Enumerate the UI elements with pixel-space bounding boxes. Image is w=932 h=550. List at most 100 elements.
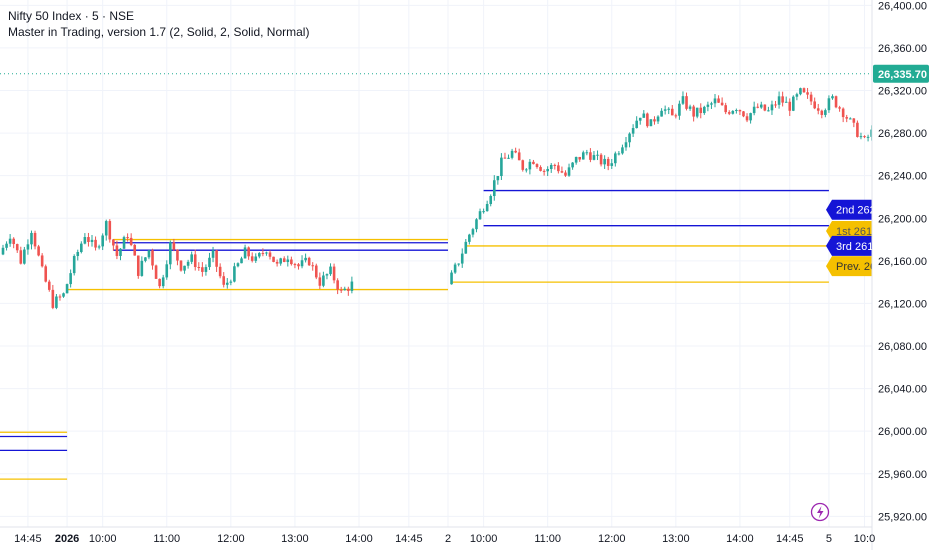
candle-body [578, 156, 582, 160]
candle-body [133, 244, 137, 256]
candle-body [311, 265, 315, 267]
candle-body [307, 257, 311, 266]
candle-body [670, 108, 674, 116]
candle-body [824, 110, 827, 115]
candle-body [222, 276, 226, 285]
candle-body [560, 171, 564, 173]
lightning-icon[interactable] [810, 502, 830, 522]
candle-body [628, 133, 631, 143]
candle-body [820, 110, 824, 115]
last-price-label: 26,335.70 [878, 69, 927, 81]
time-tick-label: 14:45 [776, 533, 804, 545]
candle-body [104, 221, 108, 236]
candle-body [763, 104, 767, 111]
time-tick-label: 5 [826, 533, 832, 545]
candle-body [26, 244, 30, 250]
level-label: 1st 2617 [836, 226, 878, 238]
candle-body [496, 176, 500, 181]
candle-body [304, 257, 307, 261]
candle-body [58, 296, 62, 298]
candle-body [489, 196, 493, 205]
candle-body [589, 152, 592, 160]
candle-body [752, 106, 756, 114]
candle-body [681, 96, 685, 104]
candle-body [856, 122, 859, 137]
candle-body [129, 237, 133, 245]
candle-body [119, 248, 122, 256]
candle-body [332, 266, 336, 281]
candle-body [724, 105, 727, 113]
candle-body [703, 106, 706, 114]
candle-body [261, 253, 265, 255]
candle-body [339, 289, 343, 291]
candle-body [663, 109, 667, 111]
candle-body [286, 259, 290, 263]
candle-body [172, 242, 176, 250]
candle-body [852, 118, 856, 123]
price-tick-label: 26,160.00 [878, 256, 927, 268]
candle-body [756, 106, 760, 108]
candle-body [322, 275, 325, 286]
candle-body [553, 164, 557, 166]
level-label: Prev. 26 [836, 261, 876, 273]
candle-body [841, 108, 845, 118]
candle-body [848, 118, 852, 120]
price-tick-label: 26,240.00 [878, 171, 927, 183]
candle-body [581, 152, 585, 160]
time-tick-label: 13:00 [662, 533, 690, 545]
time-tick-label: 14:00 [345, 533, 373, 545]
candle-body [236, 263, 240, 267]
candle-body [585, 152, 589, 154]
level-flag [826, 199, 872, 220]
candle-body [685, 96, 688, 109]
candle-body [831, 96, 834, 99]
candle-body [90, 239, 94, 242]
candle-body [350, 281, 354, 291]
candle-body [731, 110, 735, 114]
candle-body [453, 264, 457, 273]
price-tick-label: 26,040.00 [878, 384, 927, 396]
candle-body [154, 265, 158, 279]
candle-body [165, 264, 169, 278]
candle-body [233, 266, 236, 282]
candle-body [735, 110, 738, 112]
candle-body [80, 243, 83, 253]
candle-body [179, 260, 183, 271]
candle-body [624, 142, 628, 148]
candle-body [816, 108, 820, 111]
candle-body [193, 254, 197, 268]
candle-body [692, 106, 695, 117]
candle-body [258, 253, 261, 257]
candle-body [1, 247, 5, 255]
indicator-title[interactable]: Master in Trading, version 1.7 (2, Solid… [8, 25, 310, 39]
candle-body [169, 242, 172, 265]
candle-body [492, 180, 496, 197]
candle-body [699, 107, 703, 114]
candle-body [678, 103, 681, 116]
candle-body [717, 98, 720, 103]
candle-body [517, 152, 521, 161]
candle-body [866, 136, 870, 138]
time-tick-label: 14:45 [395, 533, 423, 545]
candle-body [688, 106, 692, 109]
symbol-title[interactable]: Nifty 50 Index · 5 · NSE [8, 9, 135, 23]
price-tick-label: 26,360.00 [878, 43, 927, 55]
price-tick-label: 25,960.00 [878, 469, 927, 481]
candle-body [314, 265, 318, 278]
candle-body [745, 116, 749, 121]
candle-body [525, 169, 528, 171]
time-tick-label: 14:45 [14, 533, 42, 545]
candle-body [457, 263, 460, 265]
candle-body [834, 96, 838, 108]
time-tick-label: 11:00 [534, 533, 561, 545]
candle-body [147, 250, 151, 258]
candle-body [47, 281, 51, 290]
candle-body [83, 237, 87, 244]
candle-body [101, 235, 104, 247]
candle-body [250, 256, 254, 261]
candle-body [500, 157, 503, 177]
candle-body [656, 116, 660, 122]
candle-body [514, 150, 517, 153]
